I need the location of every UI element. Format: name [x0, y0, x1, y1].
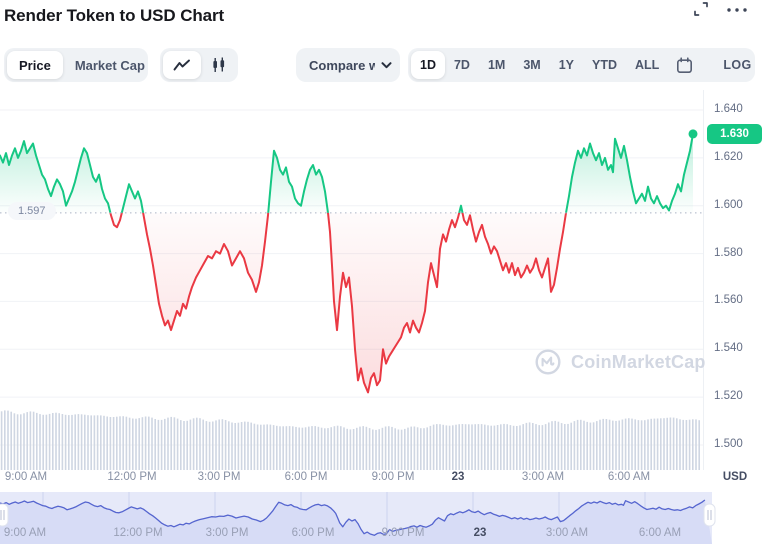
fullscreen-icon — [694, 2, 708, 16]
compare-group: Compare w — [296, 48, 400, 82]
navigator-label: 6:00 PM — [291, 527, 335, 539]
x-axis-label: 23 — [451, 471, 465, 483]
chevron-down-icon — [381, 61, 392, 68]
fullscreen-button[interactable] — [693, 1, 709, 17]
price-area — [0, 133, 693, 393]
range-button-7d[interactable]: 7D — [445, 51, 479, 79]
range-button-ytd[interactable]: YTD — [583, 51, 626, 79]
y-axis-label: 1.500 — [714, 437, 743, 450]
y-axis-label: 1.580 — [714, 246, 743, 259]
ellipsis-icon — [727, 8, 747, 12]
navigator[interactable] — [0, 492, 716, 544]
x-axis-label: 9:00 PM — [371, 471, 415, 483]
navigator-label: 12:00 PM — [113, 527, 163, 539]
navigator-label: 3:00 PM — [205, 527, 249, 539]
baseline-price-label: 1.597 — [8, 202, 56, 220]
coinmarketcap-logo-icon — [535, 349, 561, 375]
y-axis-label: 1.560 — [714, 294, 743, 307]
line-chart-icon — [173, 59, 190, 71]
candlestick-icon — [213, 57, 225, 72]
current-price-dot — [688, 129, 698, 139]
y-axis-label: 1.640 — [714, 103, 743, 115]
y-axis-label: 1.600 — [714, 198, 743, 211]
x-axis-label: 6:00 AM — [607, 471, 651, 483]
range-button-1m[interactable]: 1M — [479, 51, 514, 79]
y-axis-label: 1.620 — [714, 150, 743, 163]
navigator-label: 9:00 PM — [381, 527, 425, 539]
navigator-label: 6:00 AM — [638, 527, 682, 539]
tab-price[interactable]: Price — [7, 51, 63, 79]
range-toggle: 1D 7D 1M 3M 1Y YTD ALL LOG — [408, 48, 755, 82]
x-axis-label: 3:00 AM — [521, 471, 565, 483]
range-button-1d[interactable]: 1D — [411, 51, 445, 79]
navigator-label: 3:00 AM — [545, 527, 589, 539]
volume-bars — [0, 410, 700, 470]
navigator-label: 9:00 AM — [3, 527, 47, 539]
y-axis-label: 1.540 — [714, 342, 743, 355]
usd-axis-label: USD — [722, 471, 748, 483]
range-button-3m[interactable]: 3M — [514, 51, 549, 79]
x-axis-label: 6:00 PM — [284, 471, 328, 483]
x-axis-label: 3:00 PM — [197, 471, 241, 483]
calendar-icon — [677, 56, 693, 73]
calendar-button[interactable] — [668, 51, 701, 79]
tab-market-cap[interactable]: Market Cap — [63, 51, 157, 79]
navigator-label: 23 — [473, 527, 487, 539]
range-button-all[interactable]: ALL — [626, 51, 668, 79]
x-axis-label: 12:00 PM — [107, 471, 157, 483]
watermark: CoinMarketCap — [534, 348, 706, 376]
range-button-1y[interactable]: 1Y — [550, 51, 583, 79]
compare-button[interactable]: Compare w — [299, 51, 402, 79]
more-options-button[interactable] — [726, 3, 748, 15]
current-price-badge: 1.630 — [707, 123, 762, 144]
x-axis-label: 9:00 AM — [4, 471, 48, 483]
chart-type-line-button[interactable] — [163, 51, 201, 79]
price-line — [0, 132, 694, 394]
chart-type-candlestick-button[interactable] — [201, 51, 237, 79]
navigator-handle-right[interactable] — [703, 503, 716, 527]
y-axis-label: 1.520 — [714, 390, 743, 403]
navigator-line — [0, 499, 706, 536]
page-title: Render Token to USD Chart — [4, 6, 225, 25]
metric-toggle: Price Market Cap — [4, 48, 148, 82]
chart-type-toggle — [160, 48, 238, 82]
log-scale-button[interactable]: LOG — [711, 51, 763, 79]
watermark-text: CoinMarketCap — [571, 351, 706, 372]
compare-label: Compare w — [309, 57, 375, 73]
navigator-handle-left[interactable] — [0, 503, 9, 527]
